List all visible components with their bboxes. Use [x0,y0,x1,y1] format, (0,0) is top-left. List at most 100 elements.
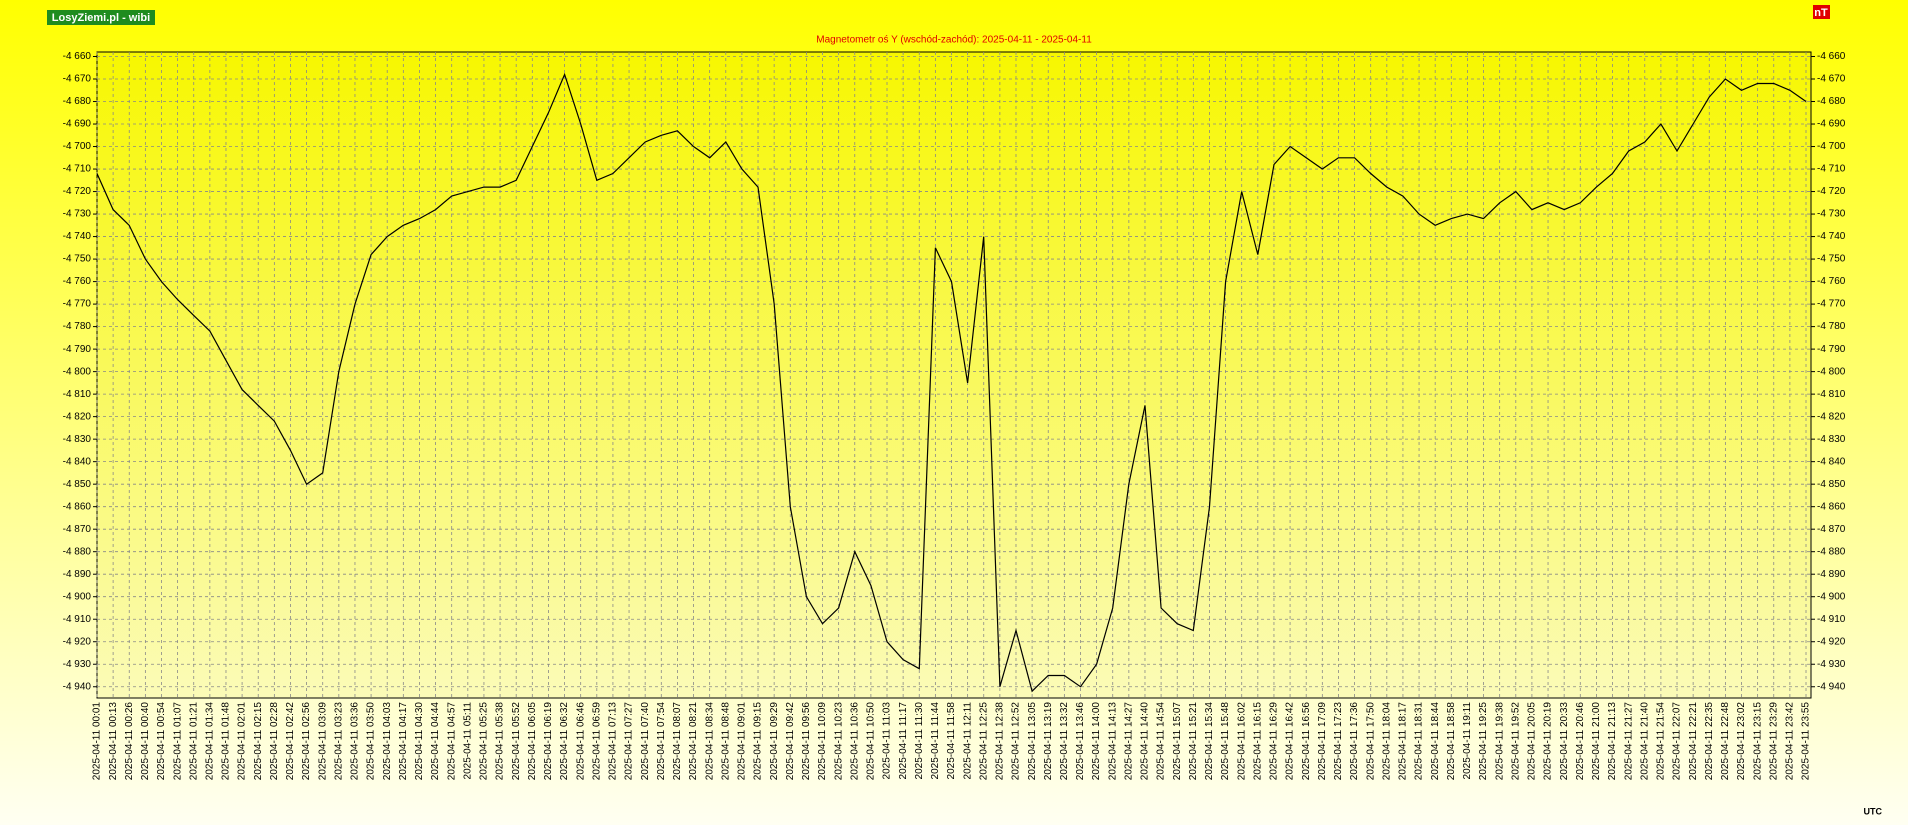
x-tick-label: 2025-04-11 06:05 [527,702,538,781]
x-tick-label: 2025-04-11 14:27 [1123,702,1134,781]
y2-tick-label: -4 780 [1817,321,1846,332]
x-tick-label: 2025-04-11 03:09 [317,702,328,781]
x-tick-label: 2025-04-11 18:58 [1446,702,1457,781]
x-tick-label: 2025-04-11 16:56 [1301,702,1312,781]
x-tick-label: 2025-04-11 13:46 [1075,702,1086,781]
x-tick-label: 2025-04-11 11:17 [898,702,909,780]
x-tick-label: 2025-04-11 19:38 [1494,702,1505,781]
x-tick-label: 2025-04-11 14:40 [1140,702,1151,781]
x-tick-label: 2025-04-11 03:50 [366,702,377,781]
y2-tick-label: -4 720 [1817,186,1846,197]
y-tick-label: -4 940 [63,681,92,692]
x-tick-label: 2025-04-11 22:35 [1704,702,1715,781]
y2-tick-label: -4 840 [1817,456,1846,467]
x-tick-label: 2025-04-11 05:38 [495,702,506,781]
x-tick-label: 2025-04-11 15:48 [1220,702,1231,781]
x-tick-label: 2025-04-11 21:00 [1591,702,1602,781]
x-tick-label: 2025-04-11 02:01 [237,702,248,781]
x-tick-label: 2025-04-11 14:13 [1107,702,1118,781]
x-tick-label: 2025-04-11 23:15 [1752,702,1763,781]
y2-tick-label: -4 810 [1817,389,1846,400]
y-tick-label: -4 760 [63,276,92,287]
y2-tick-label: -4 770 [1817,299,1846,310]
y2-tick-label: -4 850 [1817,479,1846,490]
y-tick-label: -4 850 [63,479,92,490]
y-tick-label: -4 770 [63,299,92,310]
x-tick-label: 2025-04-11 16:02 [1236,702,1247,781]
x-tick-label: 2025-04-11 10:36 [849,702,860,781]
y-tick-label: -4 910 [63,614,92,625]
x-tick-label: 2025-04-11 02:28 [269,702,280,781]
x-tick-label: 2025-04-11 09:42 [785,702,796,781]
unit-box [1813,5,1830,19]
y2-tick-label: -4 670 [1817,74,1846,85]
y-tick-label: -4 830 [63,434,92,445]
x-tick-label: 2025-04-11 13:32 [1059,702,1070,781]
x-tick-label: 2025-04-11 04:44 [430,702,441,781]
y2-tick-label: -4 790 [1817,344,1846,355]
y-tick-label: -4 800 [63,366,92,377]
x-tick-label: 2025-04-11 22:48 [1720,702,1731,781]
x-tick-label: 2025-04-11 05:25 [479,702,490,781]
x-tick-label: 2025-04-11 06:32 [559,702,570,781]
x-tick-label: 2025-04-11 04:57 [446,702,457,781]
y2-tick-label: -4 920 [1817,636,1846,647]
x-tick-label: 2025-04-11 00:54 [156,702,167,781]
y-tick-label: -4 810 [63,389,92,400]
y2-tick-label: -4 800 [1817,366,1846,377]
plot-area [96,51,1812,699]
x-tick-label: 2025-04-11 12:52 [1011,702,1022,781]
y2-tick-label: -4 830 [1817,434,1846,445]
y2-tick-label: -4 910 [1817,614,1846,625]
x-tick-label: 2025-04-11 06:46 [575,702,586,781]
x-tick-label: 2025-04-11 03:23 [333,702,344,781]
x-tick-label: 2025-04-11 16:29 [1269,702,1280,781]
y-tick-label: -4 820 [63,411,92,422]
x-tick-label: 2025-04-11 04:17 [398,702,409,781]
x-tick-label: 2025-04-11 01:48 [221,702,232,781]
x-tick-label: 2025-04-11 08:48 [720,702,731,781]
x-tick-label: 2025-04-11 20:05 [1527,702,1538,781]
y2-tick-label: -4 760 [1817,276,1846,287]
x-tick-label: 2025-04-11 04:30 [414,702,425,781]
x-tick-label: 2025-04-11 15:07 [1172,702,1183,781]
y-tick-label: -4 880 [63,546,92,557]
y-tick-label: -4 840 [63,456,92,467]
x-tick-label: 2025-04-11 18:44 [1430,702,1441,781]
x-tick-label: 2025-04-11 02:15 [253,702,264,781]
y-tick-label: -4 750 [63,254,92,265]
x-tick-label: 2025-04-11 02:56 [301,702,312,781]
x-tick-label: 2025-04-11 08:21 [688,702,699,781]
x-tick-label: 2025-04-11 01:21 [188,702,199,781]
y-tick-label: -4 690 [63,119,92,130]
x-tick-label: 2025-04-11 23:42 [1785,702,1796,781]
x-tick-label: 2025-04-11 10:23 [833,702,844,781]
x-axis-label: UTC [1864,806,1883,816]
x-tick-label: 2025-04-11 19:52 [1510,702,1521,781]
x-tick-label: 2025-04-11 17:09 [1317,702,1328,781]
x-tick-label: 2025-04-11 06:59 [591,702,602,781]
x-tick-label: 2025-04-11 09:01 [737,702,748,781]
y2-tick-label: -4 940 [1817,681,1846,692]
y2-tick-label: -4 750 [1817,254,1846,265]
x-tick-label: 2025-04-11 12:25 [978,702,989,781]
x-tick-label: 2025-04-11 11:30 [914,702,925,780]
x-tick-label: 2025-04-11 10:09 [817,702,828,781]
y-tick-label: -4 680 [63,96,92,107]
x-tick-label: 2025-04-11 05:52 [511,702,522,781]
x-tick-label: 2025-04-11 19:25 [1478,702,1489,781]
chart-title: Magnetometr oś Y (wschód-zachód): 2025-0… [816,35,1092,46]
x-tick-label: 2025-04-11 09:29 [769,702,780,781]
x-tick-label: 2025-04-11 10:50 [866,702,877,781]
y-tick-label: -4 710 [63,164,92,175]
x-tick-label: 2025-04-11 21:27 [1623,702,1634,781]
x-tick-label: 2025-04-11 21:40 [1639,702,1650,781]
x-tick-label: 2025-04-11 23:55 [1801,702,1812,781]
x-tick-label: 2025-04-11 18:31 [1414,702,1425,781]
y2-tick-label: -4 880 [1817,546,1846,557]
x-tick-label: 2025-04-11 22:07 [1672,702,1683,781]
x-tick-label: 2025-04-11 08:07 [672,702,683,781]
x-tick-label: 2025-04-11 07:13 [608,702,619,781]
brand: LosyZiemi.pl - wibi [52,12,150,24]
